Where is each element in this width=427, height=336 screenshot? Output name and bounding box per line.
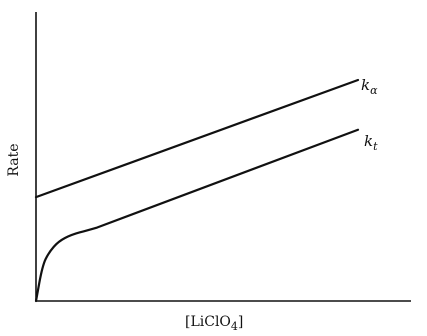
y-axis-label: Rate	[6, 143, 22, 176]
series-label-k-alpha: kα	[361, 76, 378, 97]
series-label-k-t: kt	[364, 132, 378, 153]
series-line-k-t	[34, 128, 360, 303]
x-axis-label: [LiClO4]	[185, 314, 243, 333]
series-group	[34, 78, 360, 303]
series-line-k-alpha	[34, 78, 360, 199]
